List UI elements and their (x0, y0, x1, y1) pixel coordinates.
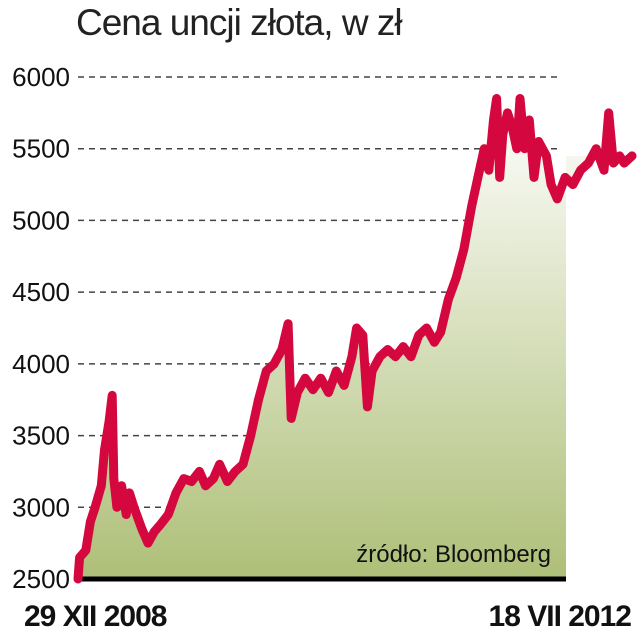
y-tick-label: 4500 (12, 277, 70, 307)
x-tick-end: 18 VII 2012 (489, 600, 632, 633)
y-tick-label: 3000 (12, 492, 70, 522)
chart-title: Cena uncji złota, w zł (76, 2, 403, 43)
y-tick-label: 5000 (12, 205, 70, 235)
y-tick-label: 5500 (12, 134, 70, 164)
source-label: źródło: Bloomberg (356, 541, 551, 568)
y-tick-label: 2500 (12, 564, 70, 594)
x-tick-start: 29 XII 2008 (24, 600, 167, 633)
y-axis-ticks: 2500 3000 3500 4000 4500 5000 5500 6000 (12, 62, 70, 594)
y-tick-label: 4000 (12, 349, 70, 379)
price-line (73, 94, 637, 584)
y-tick-label: 3500 (12, 421, 70, 451)
y-tick-label: 6000 (12, 62, 70, 92)
